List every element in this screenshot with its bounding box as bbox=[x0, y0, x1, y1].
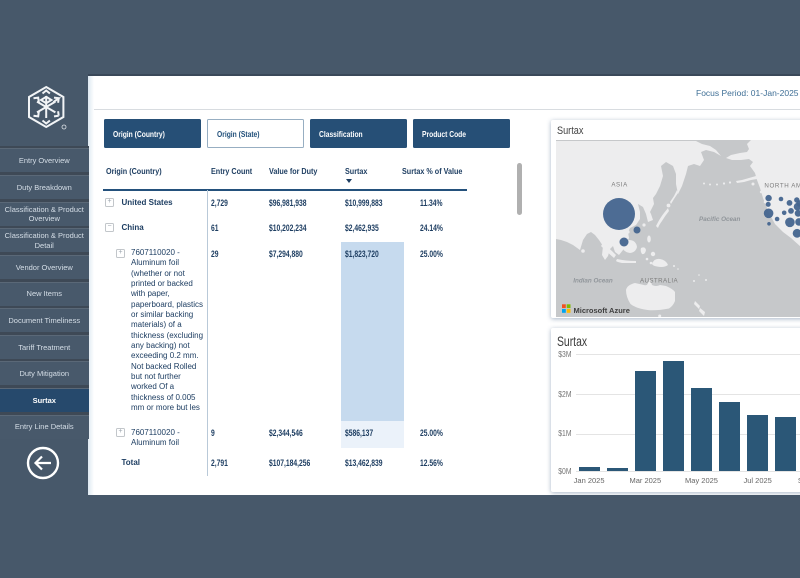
svg-text:AUSTRALIA: AUSTRALIA bbox=[640, 278, 678, 285]
svg-text:Microsoft Azure: Microsoft Azure bbox=[574, 306, 630, 315]
svg-text:NORTH AMERICA: NORTH AMERICA bbox=[764, 183, 800, 190]
svg-text:Pacific Ocean: Pacific Ocean bbox=[699, 216, 740, 223]
svg-text:ASIA: ASIA bbox=[611, 182, 628, 189]
svg-text:Indian Ocean: Indian Ocean bbox=[573, 278, 613, 285]
